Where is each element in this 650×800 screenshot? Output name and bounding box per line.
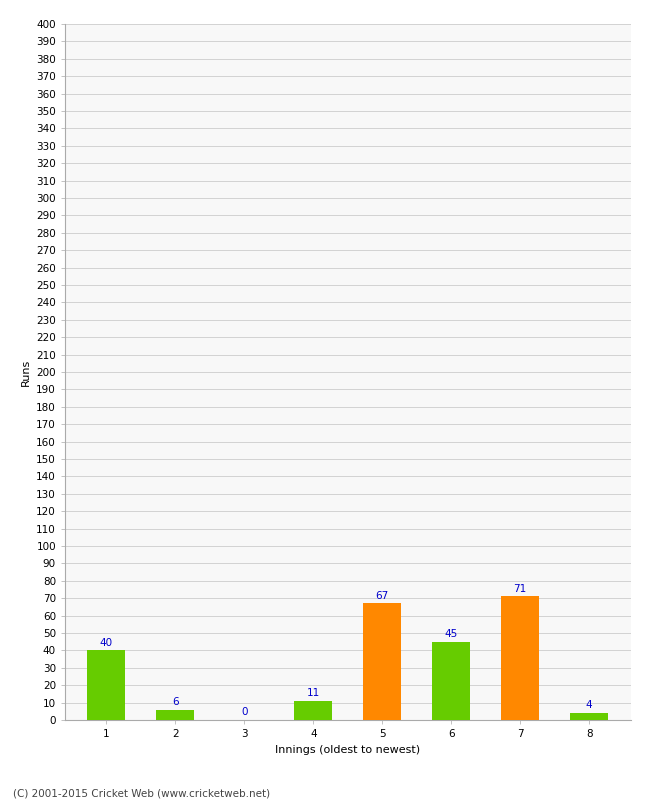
Text: 0: 0 [241,707,248,718]
Bar [570,713,608,720]
Bar [501,597,539,720]
Text: 45: 45 [445,629,458,639]
Text: 6: 6 [172,697,179,707]
Bar [87,650,125,720]
Text: 11: 11 [307,688,320,698]
X-axis label: Innings (oldest to newest): Innings (oldest to newest) [275,745,421,754]
Bar [294,701,332,720]
Text: 4: 4 [586,701,592,710]
Text: 40: 40 [100,638,113,648]
Text: (C) 2001-2015 Cricket Web (www.cricketweb.net): (C) 2001-2015 Cricket Web (www.cricketwe… [13,788,270,798]
Bar [157,710,194,720]
Bar [363,603,401,720]
Y-axis label: Runs: Runs [21,358,31,386]
Bar [432,642,470,720]
Text: 71: 71 [514,584,526,594]
Text: 67: 67 [376,591,389,601]
